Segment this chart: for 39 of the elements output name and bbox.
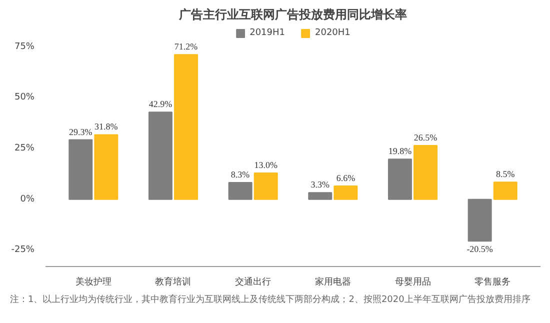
bar [228, 182, 252, 200]
legend-label: 2020H1 [315, 28, 350, 38]
chart-title: 广告主行业互联网广告投放费用同比增长率 [178, 8, 407, 22]
bar [94, 134, 118, 200]
data-label: 13.0% [254, 160, 278, 170]
bar [493, 182, 518, 200]
bar [148, 112, 172, 200]
y-tick-label: 0% [20, 194, 35, 204]
x-tick-label: 美妆护理 [75, 276, 112, 288]
text: 注：1、以上行业均为传统行业，其中教育行业为互联网线上及传统线下两部分构成；2、按照2020上半年互联网广告投放费用排序 [10, 295, 530, 306]
x-tick-label: 母婴用品 [394, 276, 431, 288]
data-label: 6.6% [336, 172, 356, 183]
bar [68, 139, 93, 200]
data-label: -20.5% [466, 244, 494, 254]
data-label: 8.5% [496, 169, 516, 180]
legend-label: 2019H1 [250, 28, 285, 38]
bar [174, 54, 198, 200]
data-label: 8.3% [230, 170, 250, 180]
y-tick-label: 25% [14, 144, 35, 154]
data-label: 26.5% [414, 132, 438, 142]
y-tick-label: 50% [14, 92, 35, 103]
data-label: 19.8% [388, 146, 412, 156]
x-tick-label: 交通出行 [235, 276, 272, 288]
bar [388, 158, 412, 200]
data-label: 3.3% [310, 180, 330, 190]
y-tick-label: 75% [14, 42, 35, 52]
bar [254, 172, 278, 200]
y-tick-label: -25% [11, 245, 35, 256]
data-label: 31.8% [94, 122, 118, 132]
bar [308, 192, 332, 200]
data-label: 42.9% [148, 99, 173, 110]
x-tick-label: 零售服务 [474, 276, 511, 288]
x-tick-label: 教育培训 [155, 276, 192, 288]
bar [414, 144, 438, 200]
data-label: 29.3% [69, 126, 93, 137]
x-tick-label: 家用电器 [314, 276, 351, 288]
bar [468, 198, 492, 242]
bar [334, 185, 358, 200]
data-label: 71.2% [174, 42, 198, 52]
